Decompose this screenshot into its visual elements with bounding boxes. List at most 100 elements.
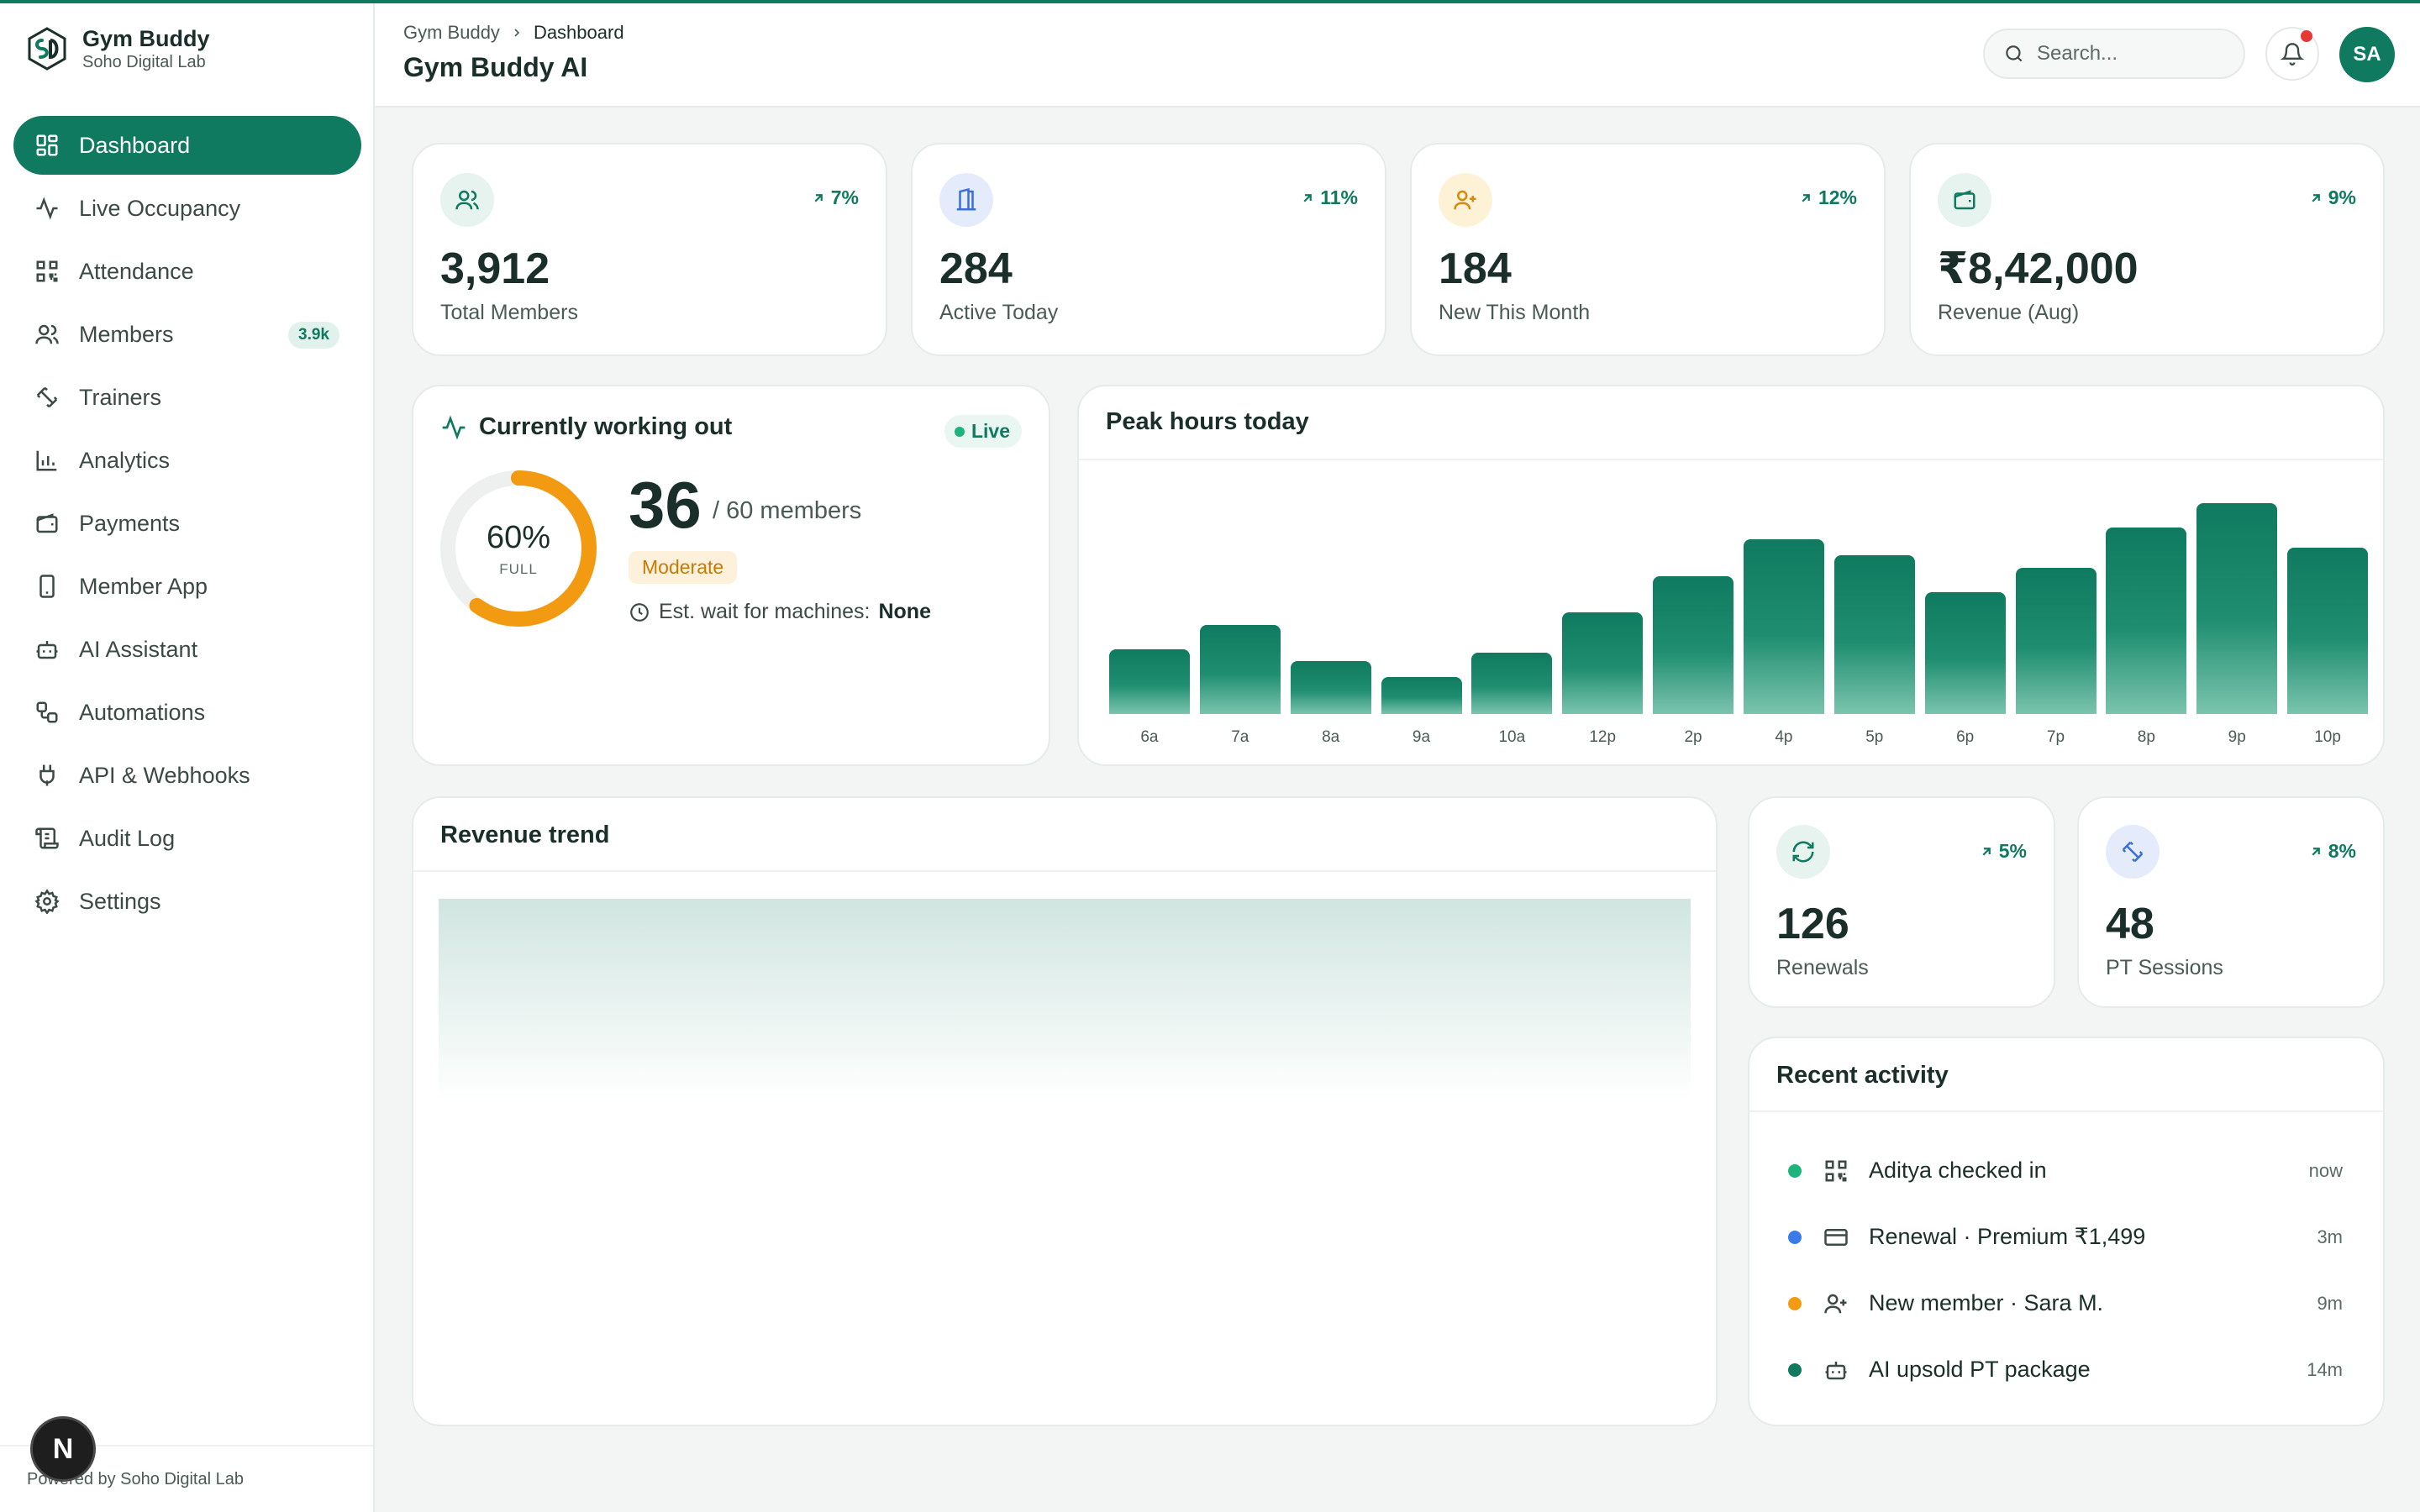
credit-card-icon bbox=[1823, 1225, 1849, 1250]
peak-bar: 7a bbox=[1199, 470, 1281, 746]
bot-icon bbox=[34, 636, 60, 663]
x-tick-label: 8a bbox=[1322, 728, 1340, 746]
peak-hours-header: Peak hours today bbox=[1079, 386, 2383, 460]
sidebar-item-ai-assistant[interactable]: AI Assistant bbox=[13, 620, 361, 679]
bar-fill bbox=[1199, 625, 1281, 714]
sidebar-item-label: Analytics bbox=[79, 447, 171, 473]
recent-activity-title: Recent activity bbox=[1776, 1062, 1949, 1089]
top-header: Gym Buddy Dashboard Gym Buddy AI SA bbox=[375, 3, 2420, 108]
stat-card-revenue: 9% ₹8,42,000 Revenue (Aug) bbox=[1909, 143, 2385, 356]
search-input[interactable] bbox=[2037, 42, 2222, 66]
activity-time: 14m bbox=[2307, 1358, 2343, 1380]
trend-indicator: 11% bbox=[1300, 186, 1358, 209]
bar-chart-icon bbox=[34, 447, 60, 474]
dev-tools-badge[interactable]: N bbox=[30, 1416, 96, 1482]
bar-fill bbox=[1924, 592, 2006, 714]
bar-fill bbox=[2106, 528, 2187, 714]
search-icon bbox=[2006, 45, 2023, 62]
x-tick-label: 4p bbox=[1775, 728, 1793, 746]
breadcrumb-root[interactable]: Gym Buddy bbox=[403, 22, 500, 43]
sidebar-item-dashboard[interactable]: Dashboard bbox=[13, 116, 361, 175]
x-tick-label: 5p bbox=[1865, 728, 1884, 746]
sidebar-item-member-app[interactable]: Member App bbox=[13, 557, 361, 616]
chevron-right-icon bbox=[514, 29, 520, 37]
status-dot bbox=[1788, 1296, 1802, 1310]
bar-fill bbox=[1471, 653, 1553, 714]
bar-fill bbox=[2287, 548, 2369, 714]
x-tick-label: 7a bbox=[1231, 728, 1249, 746]
status-dot bbox=[1788, 1230, 1802, 1244]
status-dot bbox=[1788, 1163, 1802, 1178]
stat-value: 126 bbox=[1776, 900, 1849, 948]
stat-card-pt-sessions: 8% 48 PT Sessions bbox=[2077, 796, 2385, 1008]
list-item[interactable]: Renewal · Premium ₹1,499 3m bbox=[1776, 1204, 2356, 1270]
breadcrumb: Gym Buddy Dashboard bbox=[403, 22, 624, 44]
sidebar-item-label: Payments bbox=[79, 510, 181, 536]
peak-bar: 6p bbox=[1924, 470, 2006, 746]
trend-indicator: 8% bbox=[2308, 840, 2356, 863]
wait-label: Est. wait for machines: bbox=[659, 600, 871, 623]
peak-bar: 5p bbox=[1833, 470, 1915, 746]
peak-bar: 9a bbox=[1381, 470, 1462, 746]
x-tick-label: 9a bbox=[1412, 728, 1431, 746]
arrow-up-right-icon bbox=[2312, 193, 2320, 202]
list-item[interactable]: New member · Sara M. 9m bbox=[1776, 1270, 2356, 1336]
revenue-trend-title: Revenue trend bbox=[440, 822, 610, 848]
sidebar-item-attendance[interactable]: Attendance bbox=[13, 242, 361, 301]
sidebar-item-automations[interactable]: Automations bbox=[13, 683, 361, 742]
x-tick-label: 10p bbox=[2314, 728, 2341, 746]
activity-text: New member · Sara M. bbox=[1869, 1290, 2104, 1315]
search-box[interactable] bbox=[1983, 29, 2245, 79]
peak-bar: 8p bbox=[2106, 470, 2187, 746]
user-plus-icon bbox=[1439, 173, 1492, 227]
bot-icon bbox=[1823, 1357, 1849, 1383]
workflow-icon bbox=[34, 699, 60, 726]
sidebar-item-label: Dashboard bbox=[79, 132, 191, 158]
sidebar-item-trainers[interactable]: Trainers bbox=[13, 368, 361, 427]
live-dot bbox=[954, 426, 965, 437]
scroll-icon bbox=[34, 825, 60, 852]
activity-time: now bbox=[2308, 1159, 2343, 1181]
top-accent-line bbox=[0, 0, 2420, 3]
plug-icon bbox=[34, 762, 60, 789]
wallet-icon bbox=[1938, 173, 1991, 227]
sidebar-item-api-webhooks[interactable]: API & Webhooks bbox=[13, 746, 361, 805]
refresh-icon bbox=[1776, 825, 1830, 879]
avatar[interactable]: SA bbox=[2339, 27, 2395, 82]
activity-list: Aditya checked in now Renewal · Premium … bbox=[1776, 1137, 2356, 1403]
sidebar-item-label: Settings bbox=[79, 888, 161, 914]
sidebar-item-live-occupancy[interactable]: Live Occupancy bbox=[13, 179, 361, 238]
trend-value: 5% bbox=[1998, 840, 2027, 862]
dumbbell-icon bbox=[2106, 825, 2160, 879]
sidebar-item-label: Members bbox=[79, 321, 174, 347]
notifications-button[interactable] bbox=[2265, 27, 2319, 81]
x-tick-label: 7p bbox=[2046, 728, 2065, 746]
recent-activity-card: Recent activity Aditya checked in now Re… bbox=[1748, 1037, 2385, 1426]
sidebar-item-analytics[interactable]: Analytics bbox=[13, 431, 361, 490]
sidebar-item-settings[interactable]: Settings bbox=[13, 872, 361, 931]
list-item[interactable]: Aditya checked in now bbox=[1776, 1137, 2356, 1204]
stat-value: ₹8,42,000 bbox=[1938, 244, 2139, 293]
bar-fill bbox=[1290, 661, 1371, 714]
user-plus-icon bbox=[1823, 1291, 1849, 1316]
brand[interactable]: Gym Buddy Soho Digital Lab bbox=[25, 25, 210, 72]
sidebar-item-members[interactable]: Members 3.9k bbox=[13, 305, 361, 364]
gear-icon bbox=[34, 888, 60, 915]
occupancy-full-label: FULL bbox=[499, 560, 538, 577]
users-icon bbox=[440, 173, 494, 227]
live-card-title: Currently working out bbox=[479, 413, 733, 440]
sidebar-item-payments[interactable]: Payments bbox=[13, 494, 361, 553]
list-item[interactable]: AI upsold PT package 14m bbox=[1776, 1336, 2356, 1403]
bar-fill bbox=[1833, 555, 1915, 714]
peak-bar: 10p bbox=[2287, 470, 2369, 746]
bar-fill bbox=[1743, 539, 1824, 714]
users-icon bbox=[34, 321, 60, 348]
bar-fill bbox=[1562, 612, 1644, 714]
activity-text: Renewal · Premium ₹1,499 bbox=[1869, 1224, 2146, 1249]
trend-indicator: 12% bbox=[1798, 186, 1857, 209]
sidebar-item-label: AI Assistant bbox=[79, 636, 198, 662]
sidebar-item-label: API & Webhooks bbox=[79, 762, 250, 788]
sidebar-item-audit-log[interactable]: Audit Log bbox=[13, 809, 361, 868]
stat-label: Renewals bbox=[1776, 956, 1869, 979]
arrow-up-right-icon bbox=[1303, 193, 1313, 202]
